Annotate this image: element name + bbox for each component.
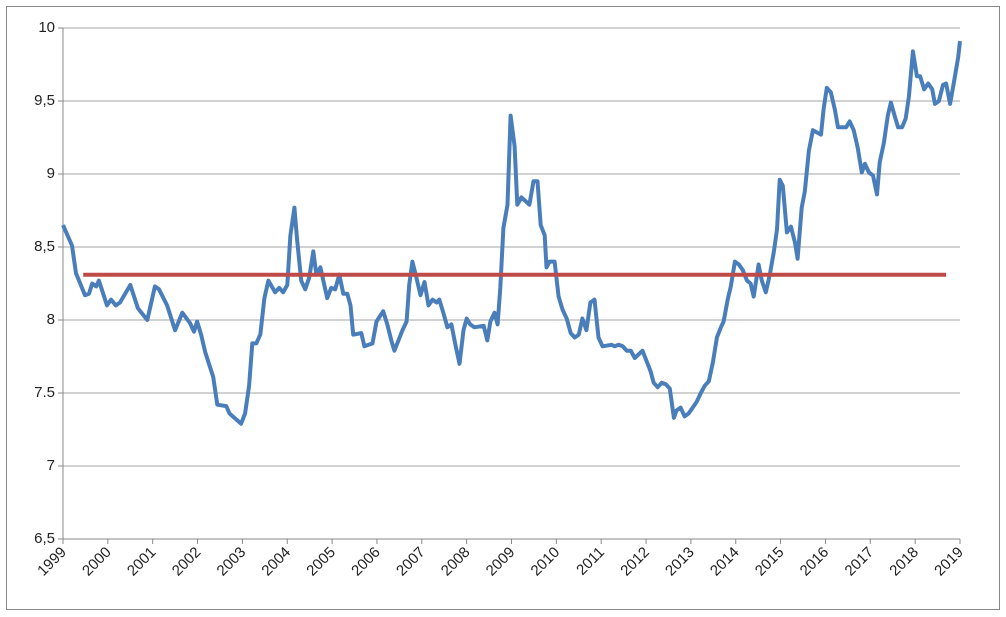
data-line: [61, 40, 962, 426]
y-tick-label: 10: [38, 19, 55, 36]
y-tick-label: 7.5: [34, 384, 55, 401]
y-tick-label: 9: [47, 165, 55, 182]
y-tick-label: 9,5: [34, 92, 55, 109]
y-tick-label: 7: [47, 457, 55, 474]
y-tick-label: 8: [47, 311, 55, 328]
y-tick-label: 8,5: [34, 238, 55, 255]
y-tick-label: 6,5: [34, 530, 55, 547]
chart-frame: [6, 6, 1000, 610]
